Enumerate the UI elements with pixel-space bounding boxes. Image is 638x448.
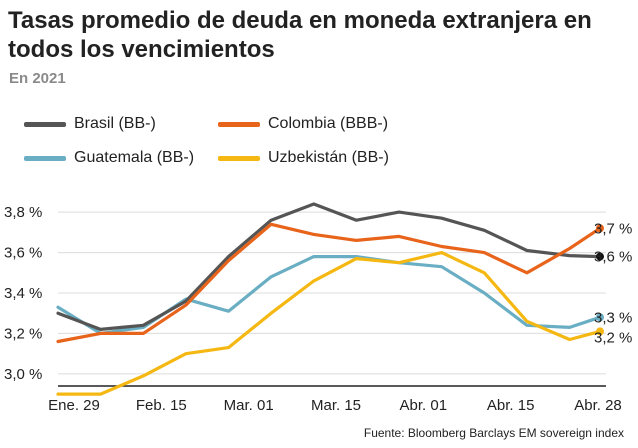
- x-tick-label: Abr. 01: [400, 397, 448, 414]
- y-tick-label: 3,6 %: [4, 245, 42, 262]
- source-note: Fuente: Bloomberg Barclays EM sovereign …: [363, 426, 624, 440]
- y-tick-label: 3,4 %: [4, 285, 42, 302]
- x-tick-label: Ene. 29: [48, 397, 100, 414]
- legend-item-brasil: Brasil (BB-): [24, 115, 156, 133]
- y-tick-label: 3,2 %: [4, 325, 42, 342]
- legend-item-uzbekistan: Uzbekistán (BB-): [218, 149, 389, 167]
- legend-label-guatemala: Guatemala (BB-): [74, 149, 195, 166]
- y-tick-label: 3,8 %: [4, 204, 42, 221]
- x-tick-label: Mar. 01: [224, 397, 274, 414]
- legend-item-guatemala: Guatemala (BB-): [24, 149, 194, 167]
- legend-swatch-colombia: [218, 121, 260, 127]
- legend-item-colombia: Colombia (BBB-): [218, 115, 388, 133]
- legend-label-brasil: Brasil (BB-): [74, 115, 156, 132]
- chart-title: Tasas promedio de deuda en moneda extran…: [8, 7, 592, 63]
- end-value-label-2: 3,3 %: [594, 309, 632, 326]
- series-line-1: [56, 222, 602, 344]
- x-tick-label: Feb. 15: [136, 397, 187, 414]
- series-end-point-3: [596, 327, 604, 336]
- end-value-label-0: 3,6 %: [594, 249, 632, 266]
- x-tick-label: Abr. 28: [574, 397, 622, 414]
- y-tick-label: 3,0 %: [4, 366, 42, 383]
- legend-label-colombia: Colombia (BBB-): [268, 115, 389, 132]
- series-line-0: [56, 202, 602, 331]
- series-line-3: [56, 251, 602, 396]
- series-end-point-2: [596, 313, 604, 322]
- legend-swatch-brasil: [24, 121, 66, 127]
- chart-subtitle: En 2021: [9, 70, 66, 87]
- legend-swatch-uzbekistan: [218, 155, 260, 161]
- series-end-point-0: [596, 252, 604, 261]
- legend-label-uzbekistan: Uzbekistán (BB-): [268, 149, 389, 166]
- end-value-label-1: 3,7 %: [594, 220, 632, 237]
- series-end-point-1: [596, 224, 604, 233]
- x-tick-label: Mar. 15: [311, 397, 361, 414]
- end-value-label-3: 3,2 %: [594, 329, 632, 346]
- x-tick-label: Abr. 15: [487, 397, 535, 414]
- legend-swatch-guatemala: [24, 155, 66, 161]
